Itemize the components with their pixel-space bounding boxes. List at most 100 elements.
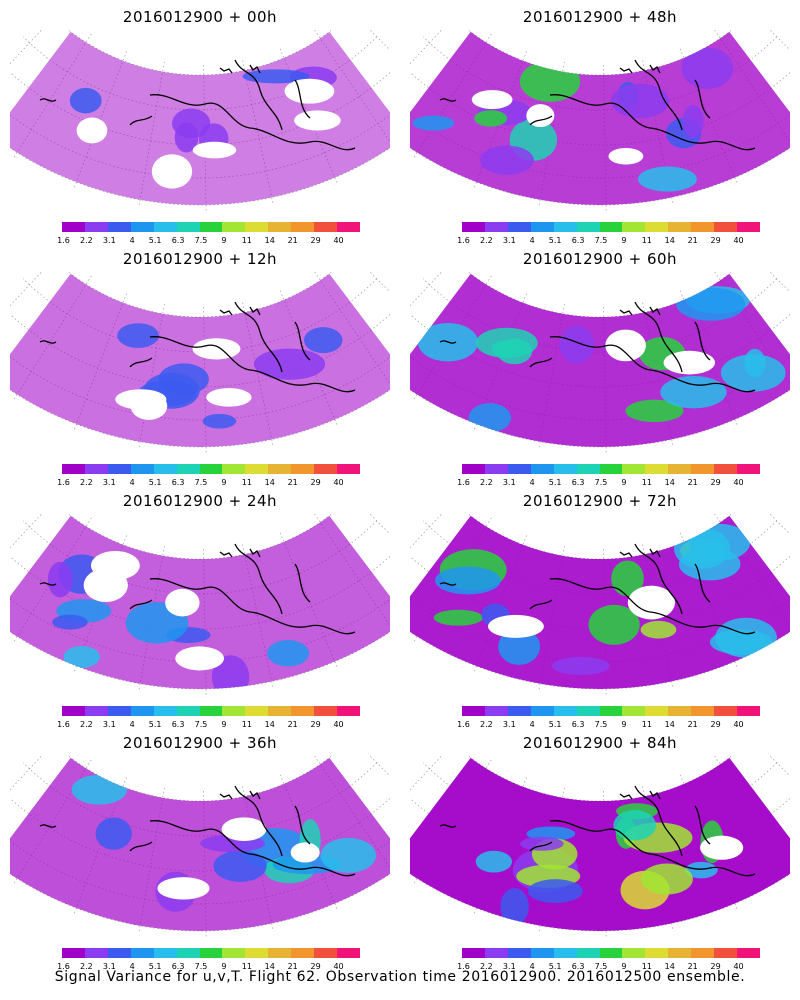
colorbar-segment bbox=[245, 222, 269, 232]
colorbar-tick-label: 2.2 bbox=[480, 236, 493, 245]
colorbar-segment bbox=[153, 222, 177, 232]
colorbar-segment bbox=[107, 464, 131, 474]
colorbar-tick-label: 3.1 bbox=[102, 236, 116, 245]
colorbar-segment bbox=[599, 464, 623, 474]
colorbar-segment bbox=[291, 464, 315, 474]
colorbar-tick-label: 21 bbox=[287, 236, 298, 245]
colorbar-segment bbox=[199, 222, 223, 232]
colorbar-tick-label: 4 bbox=[129, 478, 135, 487]
colorbar-tick-label: 3.1 bbox=[502, 962, 516, 971]
colorbar-segment bbox=[268, 464, 292, 474]
variance-map bbox=[10, 272, 390, 453]
colorbar-tick-label: 11 bbox=[641, 236, 652, 245]
colorbar-tick-label: 7.5 bbox=[594, 720, 608, 729]
colorbar-tick-label: 5.1 bbox=[148, 478, 162, 487]
colorbar-segment bbox=[507, 948, 531, 958]
colorbar-tick-label: 5.1 bbox=[148, 236, 162, 245]
forecast-panel-24h: 2016012900 + 24h 1.6 2.2 3.1 4 5.1 6.3 7.5 9 11 1… bbox=[0, 484, 400, 729]
colorbar-segment bbox=[337, 706, 360, 716]
colorbar-segment bbox=[484, 948, 508, 958]
colorbar-segment bbox=[530, 706, 554, 716]
colorbar-segment bbox=[130, 706, 154, 716]
colorbar-tick-label: 9 bbox=[621, 720, 627, 729]
colorbar-segment bbox=[714, 948, 738, 958]
colorbar-tick-label: 1.6 bbox=[457, 962, 470, 971]
coastline bbox=[439, 785, 756, 877]
colorbar-tick-label: 40 bbox=[733, 720, 744, 729]
colorbar-segment bbox=[599, 948, 623, 958]
colorbar-tick-label: 4 bbox=[529, 962, 535, 971]
colorbar-tick-label: 6.3 bbox=[171, 236, 185, 245]
variance-field bbox=[10, 757, 390, 931]
colorbar-tick-label: 5.1 bbox=[148, 720, 162, 729]
colorbar-tick-label: 7.5 bbox=[194, 478, 208, 487]
colorbar-tick-label: 6.3 bbox=[571, 720, 585, 729]
colorbar-segment bbox=[337, 948, 360, 958]
variance-map bbox=[10, 514, 390, 695]
colorbar-segment bbox=[599, 222, 623, 232]
colorbar-tick-label: 9 bbox=[221, 236, 227, 245]
forecast-panel-84h: 2016012900 + 84h 1.6 2.2 3.1 4 5.1 6.3 7.5 9 11 1… bbox=[400, 726, 800, 971]
colorbar-tick-label: 14 bbox=[264, 236, 275, 245]
colorbar-segment bbox=[291, 706, 315, 716]
forecast-panel-12h: 2016012900 + 12h 1.6 2.2 3.1 4 5.1 6.3 7.5 9 11 1… bbox=[0, 242, 400, 487]
colorbar bbox=[62, 706, 360, 716]
colorbar-segment bbox=[314, 706, 338, 716]
colorbar-tick-label: 11 bbox=[241, 236, 252, 245]
colorbar-segment bbox=[62, 464, 85, 474]
panel-title: 2016012900 + 60h bbox=[522, 250, 678, 268]
figure-caption: Signal Variance for u,v,T. Flight 62. Ob… bbox=[54, 969, 746, 985]
colorbar-tick-label: 21 bbox=[687, 236, 698, 245]
colorbar-tick-label: 21 bbox=[287, 478, 298, 487]
colorbar-tick-label: 2.2 bbox=[480, 720, 493, 729]
colorbar-tick-label: 6.3 bbox=[571, 478, 585, 487]
colorbar-tick-label: 14 bbox=[264, 962, 275, 971]
colorbar-tick-label: 14 bbox=[664, 962, 675, 971]
colorbar-tick-label: 1.6 bbox=[57, 478, 70, 487]
colorbar-segment bbox=[462, 222, 485, 232]
colorbar-tick-label: 7.5 bbox=[194, 962, 208, 971]
colorbar-segment bbox=[222, 948, 246, 958]
colorbar-tick-labels: 1.6 2.2 3.1 4 5.1 6.3 7.5 9 11 14 21 29 40 bbox=[438, 962, 784, 972]
variance-field bbox=[10, 515, 390, 690]
colorbar-segment bbox=[714, 706, 738, 716]
colorbar-tick-label: 11 bbox=[241, 962, 252, 971]
colorbar-tick-label: 2.2 bbox=[80, 962, 93, 971]
colorbar-segment bbox=[199, 706, 223, 716]
colorbar-tick-label: 2.2 bbox=[80, 236, 93, 245]
colorbar-tick-label: 2.2 bbox=[80, 720, 93, 729]
colorbar-segment bbox=[107, 948, 131, 958]
colorbar-tick-label: 29 bbox=[310, 236, 321, 245]
colorbar-tick-label: 14 bbox=[264, 478, 275, 487]
colorbar-segment bbox=[691, 464, 715, 474]
panel-title: 2016012900 + 12h bbox=[122, 250, 278, 268]
variance-field bbox=[410, 273, 790, 447]
colorbar-tick-label: 7.5 bbox=[594, 236, 608, 245]
colorbar-tick-label: 11 bbox=[641, 720, 652, 729]
forecast-panel-48h: 2016012900 + 48h 1.6 2.2 3.1 4 5.1 6.3 7.5 9 11 1… bbox=[400, 0, 800, 245]
colorbar-tick-label: 2.2 bbox=[480, 478, 493, 487]
variance-map bbox=[410, 756, 790, 937]
colorbar-segment bbox=[645, 464, 669, 474]
coastline bbox=[439, 301, 756, 393]
colorbar-tick-label: 4 bbox=[129, 720, 135, 729]
panel-title: 2016012900 + 24h bbox=[122, 492, 278, 510]
colorbar-segment bbox=[622, 222, 646, 232]
colorbar-segment bbox=[153, 948, 177, 958]
colorbar-segment bbox=[462, 464, 485, 474]
colorbar-segment bbox=[737, 948, 760, 958]
colorbar bbox=[462, 706, 760, 716]
colorbar-segment bbox=[84, 222, 108, 232]
colorbar-segment bbox=[130, 948, 154, 958]
colorbar-segment bbox=[314, 948, 338, 958]
colorbar-tick-labels: 1.6 2.2 3.1 4 5.1 6.3 7.5 9 11 14 21 29 40 bbox=[38, 236, 384, 246]
colorbar-segment bbox=[553, 464, 577, 474]
colorbar-segment bbox=[622, 706, 646, 716]
colorbar-segment bbox=[153, 464, 177, 474]
variance-map bbox=[410, 30, 790, 211]
colorbar-segment bbox=[268, 706, 292, 716]
colorbar-tick-label: 6.3 bbox=[171, 478, 185, 487]
colorbar-tick-label: 40 bbox=[733, 236, 744, 245]
colorbar-segment bbox=[553, 706, 577, 716]
colorbar-segment bbox=[530, 464, 554, 474]
